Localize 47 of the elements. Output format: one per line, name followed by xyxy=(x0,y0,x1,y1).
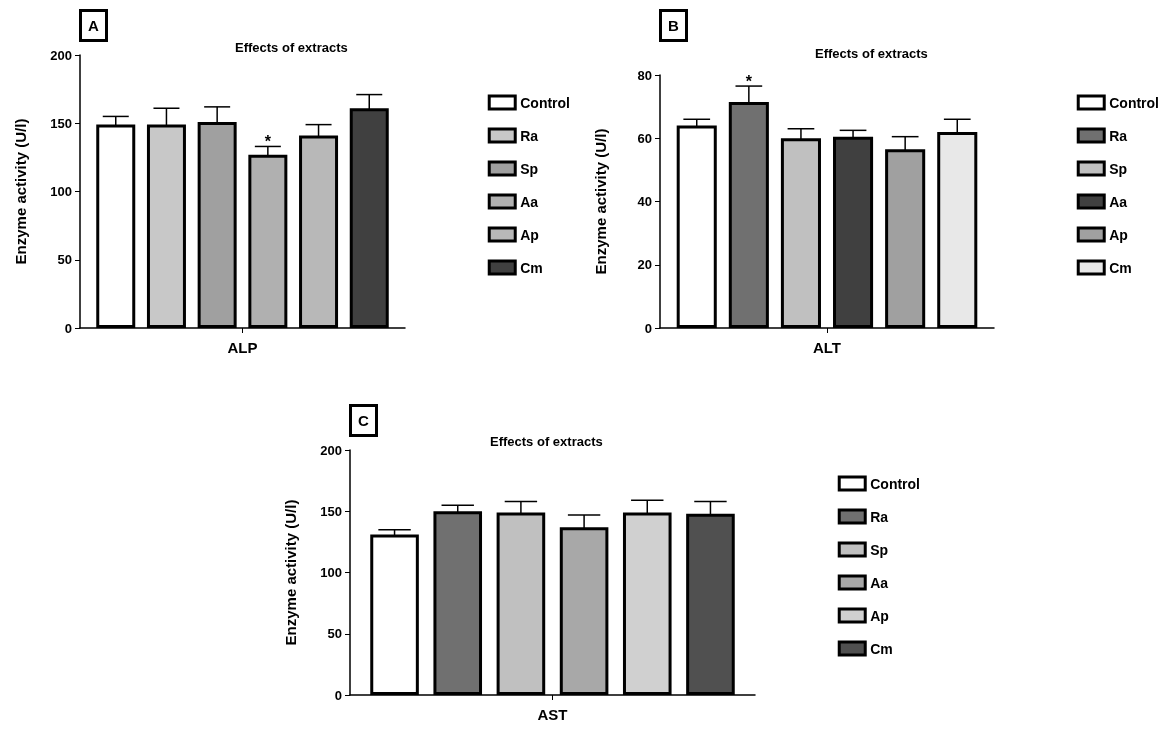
legend-label: Control xyxy=(870,475,920,492)
legend-label: Sp xyxy=(870,541,889,558)
legend-label: Ra xyxy=(870,508,889,525)
chart-title: Effects of extracts xyxy=(490,434,603,449)
legend-label: Aa xyxy=(520,193,539,210)
y-tick-label: 150 xyxy=(50,115,72,131)
legend-label: Aa xyxy=(1109,193,1128,210)
legend-label: Ra xyxy=(520,127,539,144)
text: A xyxy=(88,17,100,34)
y-axis-title: Enzyme activity (U/l) xyxy=(12,118,29,265)
y-tick-label: 50 xyxy=(327,626,342,642)
legend-label: Ra xyxy=(1109,127,1128,144)
legend-label: Control xyxy=(520,94,570,111)
legend-label: Ap xyxy=(520,226,539,243)
chart-title: Effects of extracts xyxy=(815,46,928,61)
y-tick-label: 20 xyxy=(637,257,652,273)
y-tick-label: 50 xyxy=(57,252,72,268)
legend-label: Ap xyxy=(870,607,889,624)
y-tick-label: 200 xyxy=(320,442,342,458)
y-tick-label: 0 xyxy=(644,320,652,336)
x-tick-label: AST xyxy=(537,706,568,723)
y-tick-label: 40 xyxy=(637,194,652,209)
legend-label: Control xyxy=(1109,94,1159,111)
text: B xyxy=(668,17,680,34)
text: C xyxy=(358,412,370,429)
legend-label: Sp xyxy=(1109,160,1128,177)
annotation: * xyxy=(745,72,753,90)
y-axis-title: Enzyme activity (U/l) xyxy=(282,499,299,646)
y-tick-label: 0 xyxy=(64,320,72,336)
y-tick-label: 100 xyxy=(50,184,72,199)
y-tick-label: 100 xyxy=(320,565,342,580)
x-tick-label: ALT xyxy=(812,339,842,356)
legend-label: Sp xyxy=(520,160,539,177)
y-tick-label: 80 xyxy=(637,67,652,83)
y-tick-label: 60 xyxy=(637,130,652,146)
y-tick-label: 0 xyxy=(334,687,342,703)
legend-label: Aa xyxy=(870,574,889,591)
legend-label: Cm xyxy=(870,640,893,657)
y-axis-title: Enzyme activity (U/l) xyxy=(592,128,609,275)
annotation: * xyxy=(264,132,272,150)
chart-title: Effects of extracts xyxy=(235,40,348,55)
legend-label: Cm xyxy=(520,259,543,276)
legend-label: Ap xyxy=(1109,226,1128,243)
legend-label: Cm xyxy=(1109,259,1132,276)
x-tick-label: ALP xyxy=(227,339,258,356)
y-tick-label: 200 xyxy=(50,47,72,63)
y-tick-label: 150 xyxy=(320,503,342,519)
